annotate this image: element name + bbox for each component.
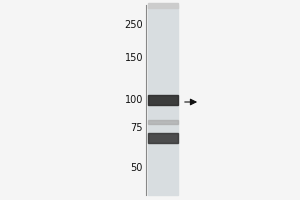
Text: 75: 75 bbox=[130, 123, 143, 133]
Text: 150: 150 bbox=[124, 53, 143, 63]
Text: 250: 250 bbox=[124, 20, 143, 30]
Text: 50: 50 bbox=[130, 163, 143, 173]
Text: 100: 100 bbox=[124, 95, 143, 105]
Bar bbox=[148, 120, 178, 124]
Bar bbox=[148, 133, 178, 143]
Bar bbox=[148, 95, 178, 105]
Bar bbox=[148, 5, 178, 195]
Bar bbox=[148, 3, 178, 8]
